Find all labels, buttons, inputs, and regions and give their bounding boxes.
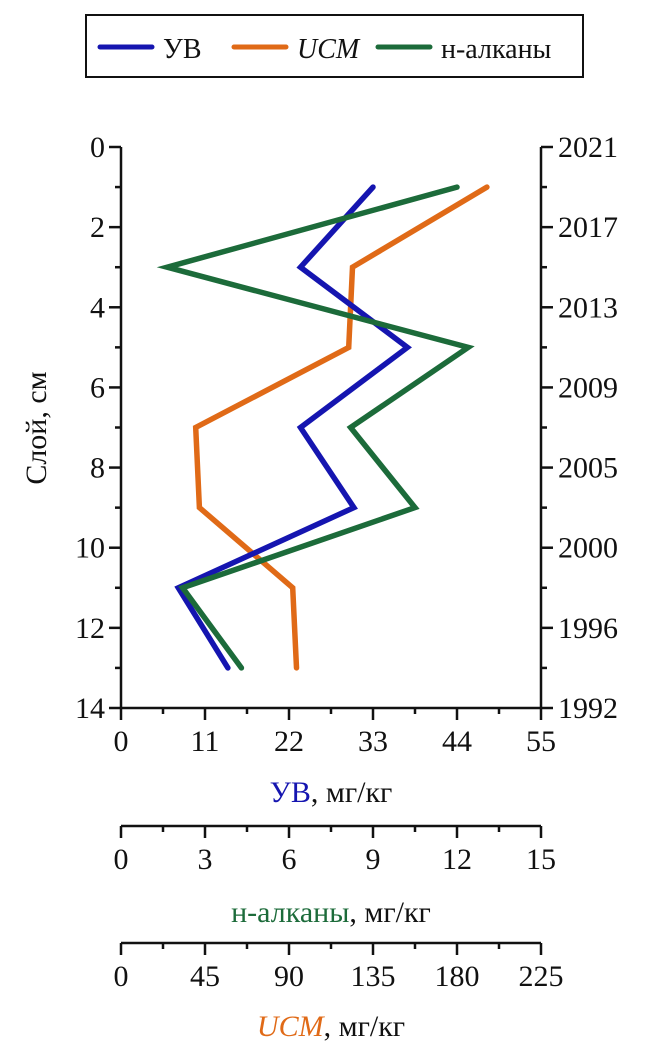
x-tick-label-alkanes: 15: [526, 843, 556, 876]
uv-axis-ticks: 0 11 22 33 44 55: [114, 708, 556, 758]
legend-label-ucm: UCM: [297, 34, 361, 65]
y2-tick-label: 1992: [558, 692, 618, 725]
left-axis-ticks: 0 2 4 6 8 10 12 14: [75, 131, 121, 725]
x-axis-label-uv-unit: , мг/кг: [311, 776, 393, 809]
ucm-axis-ticks: 0 45 90 135 180 225: [114, 943, 564, 993]
y2-tick-label: 1996: [558, 612, 618, 645]
x-axis-label-ucm-name: UCM: [257, 1010, 326, 1043]
y2-tick-label: 2005: [558, 452, 618, 485]
y-tick-label: 2: [90, 211, 105, 244]
x-axis-label-ucm-unit: , мг/кг: [324, 1010, 406, 1043]
y2-tick-label: 2017: [558, 211, 618, 244]
y-tick-label: 12: [75, 612, 105, 645]
x-tick-label-ucm: 45: [190, 960, 220, 993]
legend: УВ UCM н-алканы: [85, 14, 584, 78]
x-axis-label-alkanes-name: н-алканы: [231, 896, 349, 929]
x-tick-label-alkanes: 0: [114, 843, 129, 876]
y-tick-label: 8: [90, 452, 105, 485]
legend-box: [85, 14, 584, 78]
y-tick-label: 10: [75, 532, 105, 565]
x-axis-label-uv: УВ, мг/кг: [270, 776, 393, 809]
x-tick-label-uv: 44: [442, 725, 472, 758]
y-tick-label: 0: [90, 131, 105, 164]
x-tick-label-alkanes: 12: [442, 843, 472, 876]
series-layer: [156, 184, 490, 671]
y-tick-label: 6: [90, 371, 105, 404]
y2-tick-label: 2013: [558, 291, 618, 324]
series-line-alkanes: [156, 184, 475, 671]
x-tick-label-ucm: 225: [519, 960, 564, 993]
x-tick-label-ucm: 90: [274, 960, 304, 993]
y2-tick-label: 2009: [558, 371, 618, 404]
x-axis-label-ucm: UCM, мг/кг: [257, 1010, 405, 1043]
alkanes-axis-ticks: 0 3 6 9 12 15: [114, 826, 556, 876]
x-tick-label-uv: 0: [114, 725, 129, 758]
y-tick-label: 14: [75, 692, 105, 725]
x-axis-label-alkanes-unit: , мг/кг: [349, 896, 431, 929]
x-tick-label-alkanes: 6: [282, 843, 297, 876]
x-tick-label-ucm: 0: [114, 960, 129, 993]
x-tick-label-uv: 33: [358, 725, 388, 758]
x-tick-label-ucm: 135: [351, 960, 396, 993]
y-tick-label: 4: [90, 291, 105, 324]
x-axis-label-uv-name: УВ: [270, 776, 311, 809]
legend-label-alkanes: н-алканы: [441, 34, 552, 65]
y-axis-label: Слой, см: [20, 371, 53, 484]
legend-label-uv: УВ: [163, 34, 202, 65]
series-line-uv: [174, 184, 412, 671]
y2-tick-label: 2021: [558, 131, 618, 164]
x-tick-label-uv: 11: [191, 725, 220, 758]
x-tick-label-ucm: 180: [435, 960, 480, 993]
right-axis-ticks: 2021 2017 2013 2009 2005 2000 1996 1992: [541, 131, 618, 725]
y2-tick-label: 2000: [558, 532, 618, 565]
x-tick-label-uv: 55: [526, 725, 556, 758]
x-tick-label-uv: 22: [274, 725, 304, 758]
x-tick-label-alkanes: 9: [366, 843, 381, 876]
x-tick-label-alkanes: 3: [198, 843, 213, 876]
plot-area: 0 2 4 6 8 10 12 14 2021 2017 2013 2009 2005 2000 1996…: [75, 131, 618, 758]
series-line-ucm: [192, 184, 490, 671]
x-axis-label-alkanes: н-алканы, мг/кг: [231, 896, 431, 929]
